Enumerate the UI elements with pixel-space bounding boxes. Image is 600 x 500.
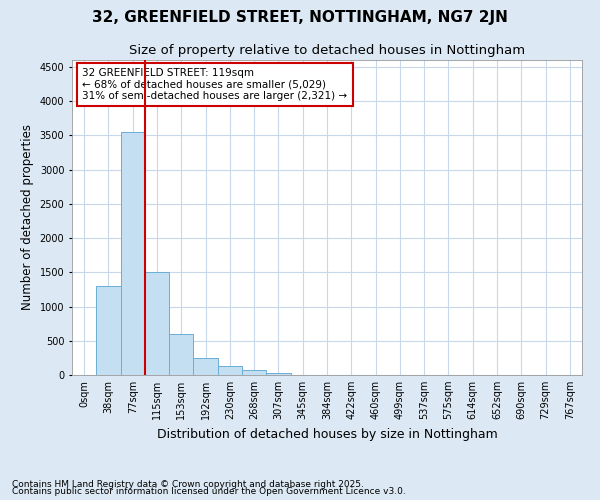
Bar xyxy=(169,334,193,375)
X-axis label: Distribution of detached houses by size in Nottingham: Distribution of detached houses by size … xyxy=(157,428,497,440)
Text: 32, GREENFIELD STREET, NOTTINGHAM, NG7 2JN: 32, GREENFIELD STREET, NOTTINGHAM, NG7 2… xyxy=(92,10,508,25)
Y-axis label: Number of detached properties: Number of detached properties xyxy=(21,124,34,310)
Text: Contains HM Land Registry data © Crown copyright and database right 2025.: Contains HM Land Registry data © Crown c… xyxy=(12,480,364,489)
Bar xyxy=(266,373,290,375)
Text: Contains public sector information licensed under the Open Government Licence v3: Contains public sector information licen… xyxy=(12,487,406,496)
Bar xyxy=(242,370,266,375)
Bar xyxy=(121,132,145,375)
Title: Size of property relative to detached houses in Nottingham: Size of property relative to detached ho… xyxy=(129,44,525,58)
Text: 32 GREENFIELD STREET: 119sqm
← 68% of detached houses are smaller (5,029)
31% of: 32 GREENFIELD STREET: 119sqm ← 68% of de… xyxy=(82,68,347,101)
Bar xyxy=(218,366,242,375)
Bar xyxy=(96,286,121,375)
Bar xyxy=(193,358,218,375)
Bar xyxy=(145,272,169,375)
